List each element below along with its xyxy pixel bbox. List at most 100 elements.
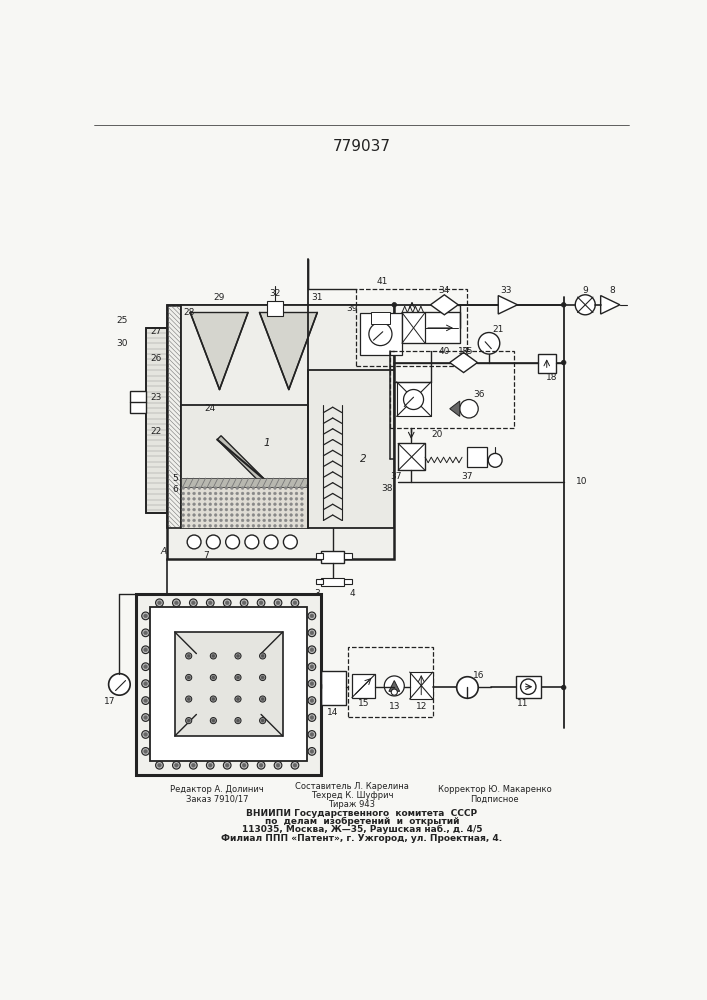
Circle shape	[204, 497, 206, 500]
Circle shape	[144, 699, 148, 703]
Circle shape	[236, 487, 238, 489]
Text: A: A	[160, 547, 166, 556]
Circle shape	[310, 631, 314, 635]
Circle shape	[478, 333, 500, 354]
Circle shape	[241, 497, 244, 500]
Circle shape	[284, 487, 287, 489]
Polygon shape	[498, 296, 518, 314]
Circle shape	[144, 716, 148, 719]
Text: 41: 41	[377, 277, 388, 286]
Circle shape	[209, 763, 212, 767]
Circle shape	[295, 508, 298, 511]
Circle shape	[241, 492, 244, 495]
Circle shape	[247, 514, 250, 516]
Text: 8: 8	[609, 286, 615, 295]
Circle shape	[575, 295, 595, 315]
Bar	[181, 486, 308, 528]
Bar	[360, 312, 402, 355]
Text: Тираж 943: Тираж 943	[329, 800, 375, 809]
Circle shape	[225, 503, 228, 506]
Text: 26: 26	[150, 354, 161, 363]
Circle shape	[223, 761, 231, 769]
Circle shape	[268, 497, 271, 500]
Text: 779037: 779037	[333, 139, 391, 154]
Circle shape	[141, 714, 149, 721]
Circle shape	[193, 503, 195, 506]
Circle shape	[212, 719, 215, 722]
Circle shape	[230, 492, 233, 495]
Bar	[146, 328, 167, 513]
Circle shape	[263, 487, 266, 489]
Circle shape	[284, 524, 287, 527]
Circle shape	[561, 360, 566, 365]
Circle shape	[226, 535, 240, 549]
Text: 12: 12	[416, 702, 427, 711]
Text: 25: 25	[117, 316, 128, 325]
Circle shape	[144, 733, 148, 736]
Circle shape	[457, 677, 478, 698]
Circle shape	[214, 487, 217, 489]
Circle shape	[141, 612, 149, 620]
Circle shape	[279, 487, 281, 489]
Circle shape	[209, 519, 211, 522]
Text: 36: 36	[473, 390, 485, 399]
Circle shape	[392, 302, 397, 307]
Circle shape	[214, 519, 217, 522]
Circle shape	[261, 654, 264, 657]
Circle shape	[236, 492, 238, 495]
Circle shape	[186, 653, 192, 659]
Circle shape	[293, 601, 297, 605]
Circle shape	[235, 696, 241, 702]
Circle shape	[268, 519, 271, 522]
Circle shape	[236, 719, 240, 722]
Circle shape	[257, 519, 260, 522]
Circle shape	[261, 698, 264, 701]
Circle shape	[214, 508, 217, 511]
Text: 6: 6	[172, 485, 177, 494]
Circle shape	[225, 519, 228, 522]
Text: 38: 38	[381, 484, 392, 493]
Circle shape	[175, 601, 178, 605]
Circle shape	[187, 654, 190, 657]
Circle shape	[263, 524, 266, 527]
Text: 37: 37	[390, 472, 402, 481]
Text: 32: 32	[269, 289, 281, 298]
Circle shape	[291, 761, 299, 769]
Text: 28: 28	[183, 308, 194, 317]
Circle shape	[263, 503, 266, 506]
Circle shape	[247, 492, 250, 495]
Circle shape	[310, 614, 314, 618]
Circle shape	[187, 698, 190, 701]
Circle shape	[300, 519, 303, 522]
Circle shape	[206, 599, 214, 607]
Circle shape	[187, 535, 201, 549]
Circle shape	[310, 699, 314, 703]
Circle shape	[274, 497, 276, 500]
Circle shape	[187, 519, 190, 522]
Circle shape	[268, 492, 271, 495]
Circle shape	[187, 508, 190, 511]
Circle shape	[245, 535, 259, 549]
Circle shape	[182, 508, 185, 511]
Bar	[390, 351, 514, 428]
Circle shape	[144, 749, 148, 753]
Circle shape	[300, 497, 303, 500]
Circle shape	[214, 524, 217, 527]
Text: Техред К. Шуфрич: Техред К. Шуфрич	[310, 791, 393, 800]
Circle shape	[235, 674, 241, 681]
Text: 24: 24	[204, 404, 215, 413]
Circle shape	[241, 519, 244, 522]
Circle shape	[144, 682, 148, 686]
Circle shape	[310, 648, 314, 652]
Circle shape	[220, 503, 223, 506]
Circle shape	[257, 492, 260, 495]
Circle shape	[141, 731, 149, 738]
Circle shape	[290, 487, 293, 489]
Circle shape	[198, 503, 201, 506]
Circle shape	[144, 614, 148, 618]
Circle shape	[209, 524, 211, 527]
Text: 22: 22	[150, 427, 161, 436]
Text: Редактор А. Долинич: Редактор А. Долинич	[170, 785, 264, 794]
Circle shape	[186, 674, 192, 681]
Circle shape	[240, 761, 248, 769]
